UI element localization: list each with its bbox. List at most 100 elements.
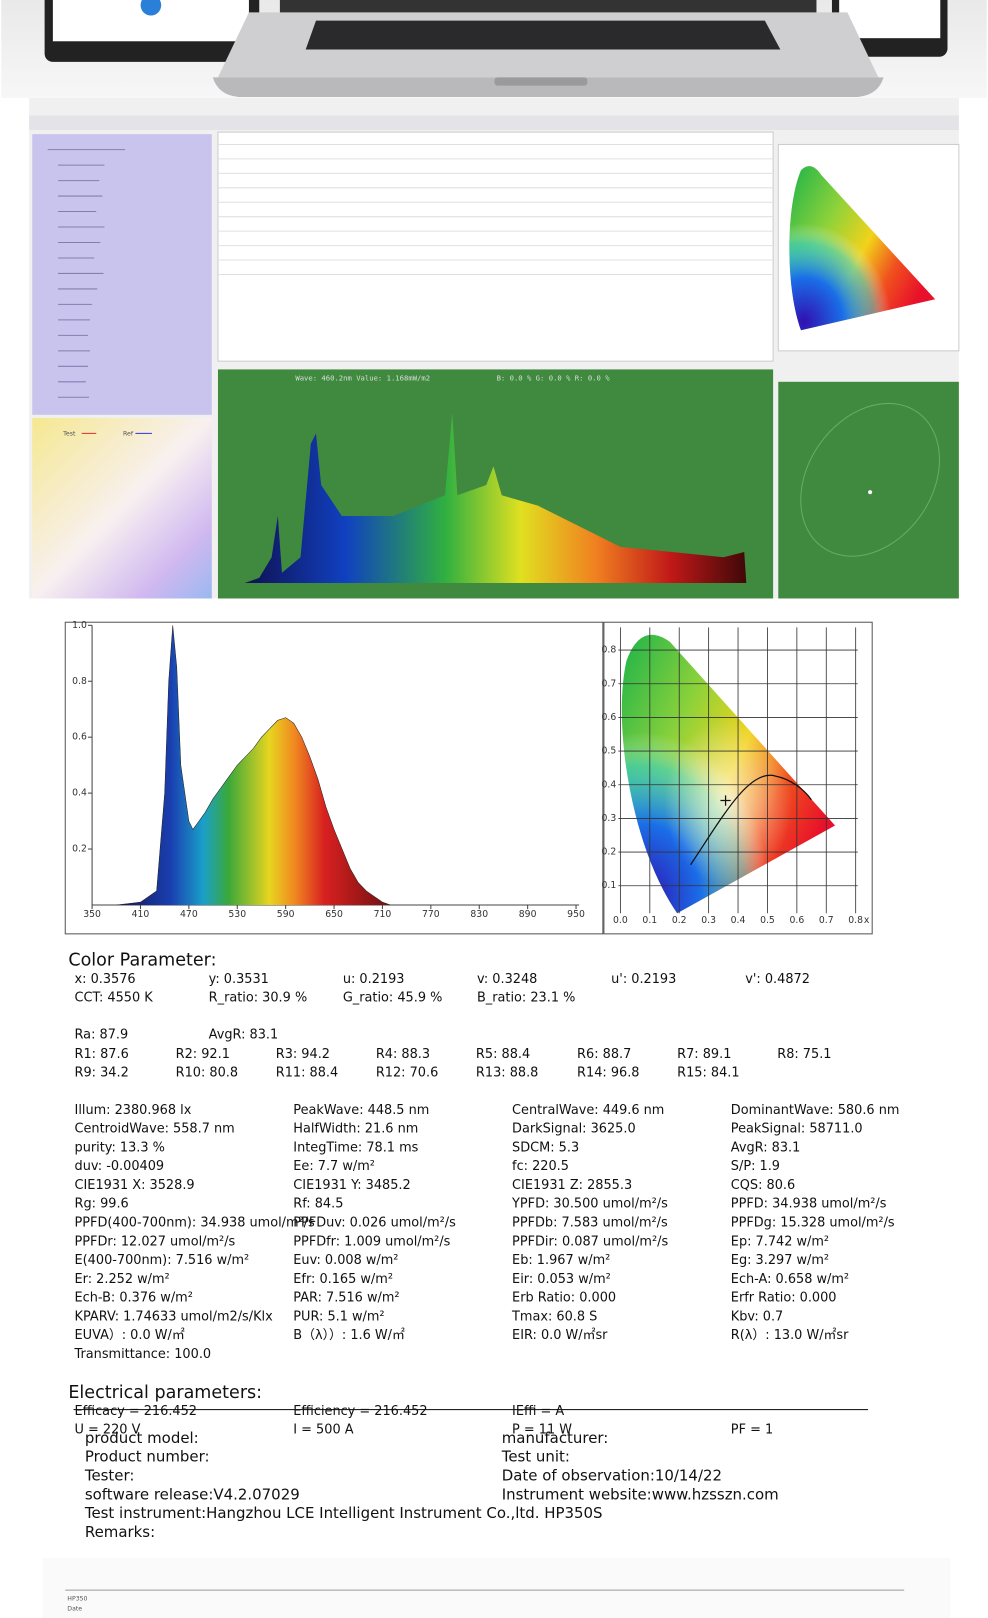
text: PPFDr: 12.027 umol/m²/s: [75, 1234, 236, 1249]
text: IntegTime: 78.1 ms: [293, 1140, 418, 1155]
text: CentroidWave: 558.7 nm: [75, 1122, 235, 1137]
strip-text: HP350: [67, 1595, 87, 1602]
text: Euv: 0.008 w/m²: [293, 1253, 398, 1268]
text: I = 500 A: [293, 1423, 353, 1438]
text: fc: 220.5: [512, 1159, 569, 1174]
text: R13: 88.8: [476, 1066, 538, 1081]
text: U = 220 V: [75, 1423, 141, 1438]
cie-white: [621, 634, 836, 914]
x-tick-label: 950: [567, 909, 585, 920]
text: Eir: 0.053 w/m²: [512, 1272, 611, 1287]
tree-panel: [32, 134, 212, 415]
y-tick-label: 0.4: [72, 788, 87, 799]
text: manufacturer:: [502, 1429, 609, 1447]
text: u: 0.2193: [343, 972, 405, 987]
x-tick-label: 890: [519, 909, 537, 920]
text: Efficiency = 216.452: [293, 1404, 427, 1419]
text: DarkSignal: 3625.0: [512, 1122, 636, 1137]
text: B_ratio: 23.1 %: [477, 990, 575, 1005]
software-point-panel: [778, 381, 959, 599]
text: Kbv: 0.7: [731, 1309, 783, 1324]
text: KPARV: 1.74633 umol/m2/s/Klx: [75, 1309, 274, 1324]
text: IEffi = A: [512, 1404, 564, 1419]
x-tick-label: 0.8: [848, 915, 863, 926]
text: CQS: 80.6: [731, 1178, 795, 1193]
text: R4: 88.3: [376, 1047, 430, 1062]
text: R6: 88.7: [577, 1047, 631, 1062]
keyboard: [305, 20, 781, 50]
text: Rf: 84.5: [293, 1197, 343, 1212]
x-tick-label: 530: [228, 909, 246, 920]
cie-grid: [618, 627, 858, 914]
text: software release:V4.2.07029: [85, 1485, 300, 1503]
x-tick-label: 0.1: [642, 915, 657, 926]
y-tick-label: 0.6: [72, 732, 87, 743]
text: CIE1931 Y: 3485.2: [293, 1178, 410, 1193]
play-button: [140, 0, 162, 16]
text: Ech-B: 0.376 w/m²: [75, 1291, 193, 1306]
spectrum-area: [116, 625, 391, 905]
laptop-screen: [279, 0, 817, 16]
y-tick-label: 1.0: [72, 620, 87, 631]
text: Efr: 0.165 w/m²: [293, 1272, 393, 1287]
text: CentralWave: 449.6 nm: [512, 1103, 664, 1118]
rgb-readout: B: 0.0 % G: 0.0 % R: 0.0 %: [497, 374, 611, 383]
text: E(400-700nm): 7.516 w/m²: [75, 1253, 250, 1268]
spacer: [1, 598, 987, 609]
text: DominantWave: 580.6 nm: [731, 1103, 900, 1118]
text: AvgR: 83.1: [731, 1140, 801, 1155]
x-tick-label: 410: [132, 909, 150, 920]
text: Product number:: [85, 1448, 210, 1466]
x-tick-label: 470: [180, 909, 198, 920]
x-tick-label: 0.6: [789, 915, 804, 926]
text: Test unit:: [501, 1448, 570, 1466]
text: CIE1931 Z: 2855.3: [512, 1178, 632, 1193]
text: R10: 80.8: [176, 1066, 238, 1081]
text: R9: 34.2: [75, 1066, 129, 1081]
text: Rg: 99.6: [75, 1197, 129, 1212]
cie-x-axis-label: x: [864, 915, 870, 926]
y-tick-label: 0.8: [602, 645, 617, 656]
text: Eb: 1.967 w/m²: [512, 1253, 610, 1268]
text: PPFD: 34.938 umol/m²/s: [731, 1197, 887, 1212]
text: PPFDb: 7.583 umol/m²/s: [512, 1215, 668, 1230]
text: S/P: 1.9: [731, 1159, 780, 1174]
text: Er: 2.252 w/m²: [75, 1272, 170, 1287]
text: P = 11 W: [512, 1423, 572, 1438]
text: Efficacy = 216.452: [75, 1404, 197, 1419]
strip-text: Date: [67, 1606, 82, 1613]
text: u': 0.2193: [611, 972, 676, 987]
y-tick-label: 0.2: [602, 847, 617, 858]
x-tick-label: 590: [277, 909, 295, 920]
text: PUR: 5.1 w/m²: [293, 1309, 384, 1324]
wave-readout: Wave: 460.2nm Value: 1.168mW/m2: [295, 374, 430, 383]
text: R(λ）: 13.0 W/㎡sr: [731, 1328, 849, 1343]
text: PeakSignal: 58711.0: [731, 1122, 863, 1137]
text: Ech-A: 0.658 w/m²: [731, 1272, 849, 1287]
laptop-edge: [212, 77, 884, 97]
text: YPFD: 30.500 umol/m²/s: [511, 1197, 668, 1212]
text: Instrument website:www.hzsszn.com: [502, 1485, 779, 1503]
x-tick-label: 650: [325, 909, 343, 920]
text: R_ratio: 30.9 %: [209, 990, 308, 1005]
text: Remarks:: [85, 1523, 155, 1541]
text: Test instrument:Hangzhou LCE Intelligent…: [84, 1504, 603, 1522]
y-tick-label: 0.2: [72, 844, 87, 855]
text: PPFDir: 0.087 umol/m²/s: [512, 1234, 668, 1249]
text: CCT: 4550 K: [75, 990, 154, 1005]
data-table: [217, 131, 774, 362]
tolerance-ellipse: [800, 402, 941, 557]
x-tick-label: 0.4: [731, 915, 746, 926]
text: purity: 13.3 %: [75, 1140, 165, 1155]
bottom-strip: [42, 1558, 951, 1618]
toolbar: [29, 115, 959, 131]
x-tick-label: 0.5: [760, 915, 775, 926]
table-rows: [217, 143, 774, 275]
spectrum-line: [116, 625, 391, 906]
text: Color Parameter:: [68, 951, 216, 971]
text: v': 0.4872: [745, 972, 810, 987]
text: R12: 70.6: [376, 1066, 438, 1081]
text: B（λ））: 1.6 W/㎡: [293, 1328, 405, 1343]
x-tick-label: 710: [374, 909, 392, 920]
